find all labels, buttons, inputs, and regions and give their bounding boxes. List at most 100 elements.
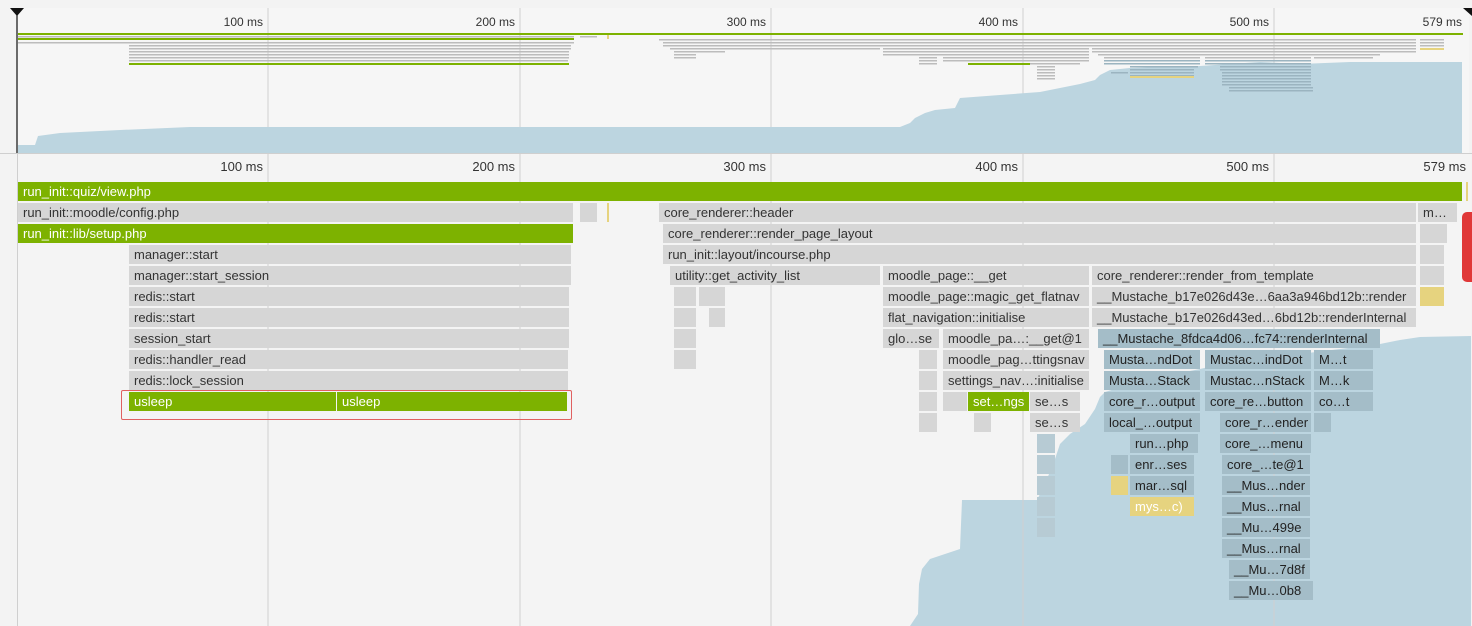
overview-track bbox=[1130, 75, 1194, 77]
stack-frame[interactable] bbox=[1111, 455, 1128, 474]
stack-frame[interactable] bbox=[1037, 497, 1055, 516]
flame-tick-label: 200 ms bbox=[472, 159, 515, 174]
stack-frame[interactable]: usleep bbox=[129, 392, 336, 411]
overview-track bbox=[968, 63, 1030, 65]
stack-frame[interactable] bbox=[1037, 434, 1055, 453]
stack-frame[interactable]: __Mu…0b8 bbox=[1229, 581, 1313, 600]
overview-activity-graph[interactable] bbox=[0, 0, 1472, 154]
overview-track bbox=[919, 57, 937, 59]
stack-frame[interactable] bbox=[1314, 413, 1331, 432]
stack-frame[interactable] bbox=[1420, 287, 1444, 306]
stack-frame[interactable]: __Mus…rnal bbox=[1222, 539, 1310, 558]
stack-frame[interactable]: m… bbox=[1418, 203, 1457, 222]
stack-frame[interactable] bbox=[1037, 455, 1055, 474]
stack-frame[interactable]: core_renderer::render_page_layout bbox=[663, 224, 1416, 243]
stack-frame[interactable] bbox=[674, 287, 696, 306]
stack-frame[interactable]: settings_nav…:initialise bbox=[943, 371, 1089, 390]
stack-frame[interactable]: run…php bbox=[1130, 434, 1198, 453]
stack-frame[interactable]: core_r…output bbox=[1104, 392, 1200, 411]
overview-track bbox=[674, 51, 725, 53]
stack-frame[interactable]: __Mus…nder bbox=[1222, 476, 1310, 495]
stack-frame[interactable]: utility::get_activity_list bbox=[670, 266, 880, 285]
stack-frame[interactable]: co…t bbox=[1314, 392, 1373, 411]
stack-frame[interactable]: usleep bbox=[337, 392, 567, 411]
vertical-scrollbar-thumb[interactable] bbox=[1462, 212, 1472, 282]
stack-frame[interactable]: M…k bbox=[1314, 371, 1373, 390]
stack-frame[interactable] bbox=[674, 329, 696, 348]
stack-frame[interactable]: core_re…button bbox=[1205, 392, 1311, 411]
overview-track bbox=[129, 48, 571, 50]
stack-frame[interactable]: moodle_pag…ttingsnav bbox=[943, 350, 1089, 369]
stack-frame[interactable]: se…s bbox=[1030, 392, 1080, 411]
timeline-overview[interactable]: 100 ms 200 ms 300 ms 400 ms 500 ms 579 ms bbox=[0, 0, 1472, 154]
flame-tick-label: 579 ms bbox=[1423, 159, 1466, 174]
stack-frame[interactable]: mar…sql bbox=[1130, 476, 1194, 495]
stack-frame[interactable]: glo…se bbox=[883, 329, 939, 348]
stack-frame[interactable] bbox=[674, 308, 696, 327]
stack-frame[interactable]: core_…menu bbox=[1220, 434, 1311, 453]
stack-frame[interactable]: run_init::quiz/view.php bbox=[18, 182, 1462, 201]
stack-frame[interactable]: __Mu…7d8f bbox=[1229, 560, 1310, 579]
stack-frame[interactable] bbox=[919, 392, 937, 411]
stack-frame[interactable]: moodle_page::magic_get_flatnav bbox=[883, 287, 1089, 306]
stack-frame[interactable]: __Mustache_8fdca4d06…fc74::renderInterna… bbox=[1098, 329, 1380, 348]
stack-frame[interactable]: __Mus…rnal bbox=[1222, 497, 1310, 516]
stack-frame[interactable]: M…t bbox=[1314, 350, 1373, 369]
stack-frame[interactable]: se…s bbox=[1030, 413, 1080, 432]
stack-frame[interactable]: redis::start bbox=[129, 287, 569, 306]
stack-frame[interactable]: moodle_page::__get bbox=[883, 266, 1089, 285]
flame-chart[interactable]: 100 ms 200 ms 300 ms 400 ms 500 ms 579 ms run… bbox=[0, 154, 1472, 626]
overview-track bbox=[1130, 69, 1194, 71]
overview-track bbox=[1130, 76, 1194, 78]
stack-frame[interactable]: set…ngs bbox=[968, 392, 1029, 411]
stack-frame[interactable]: session_start bbox=[129, 329, 569, 348]
stack-frame[interactable]: __Mustache_b17e026d43e…6aa3a946bd12b::re… bbox=[1092, 287, 1416, 306]
stack-frame[interactable] bbox=[1037, 476, 1055, 495]
stack-frame[interactable]: Mustac…indDot bbox=[1205, 350, 1311, 369]
overview-track bbox=[674, 54, 696, 56]
stack-frame[interactable]: core_r…ender bbox=[1220, 413, 1311, 432]
stack-frame[interactable]: redis::start bbox=[129, 308, 569, 327]
stack-frame[interactable] bbox=[1420, 224, 1447, 243]
stack-frame[interactable]: local_…output bbox=[1104, 413, 1200, 432]
stack-frame[interactable] bbox=[580, 203, 597, 222]
stack-frame[interactable]: run_init::lib/setup.php bbox=[18, 224, 573, 243]
stack-frame[interactable]: run_init::layout/incourse.php bbox=[663, 245, 1416, 264]
stack-frame[interactable] bbox=[1420, 266, 1444, 285]
range-end-handle[interactable] bbox=[1463, 8, 1472, 16]
stack-frame[interactable]: Musta…ndDot bbox=[1104, 350, 1200, 369]
stack-frame[interactable] bbox=[699, 287, 725, 306]
stack-frame[interactable] bbox=[709, 308, 725, 327]
stack-frame[interactable] bbox=[1111, 476, 1128, 495]
stack-frame[interactable]: manager::start_session bbox=[129, 266, 571, 285]
stack-frame[interactable] bbox=[674, 350, 696, 369]
stack-frame[interactable]: __Mu…499e bbox=[1222, 518, 1310, 537]
stack-frame[interactable] bbox=[1037, 518, 1055, 537]
stack-frame[interactable]: redis::lock_session bbox=[129, 371, 568, 390]
stack-frame[interactable] bbox=[1420, 245, 1444, 264]
stack-frame[interactable]: run_init::moodle/config.php bbox=[18, 203, 573, 222]
stack-frame[interactable]: moodle_pa…:__get@1 bbox=[943, 329, 1089, 348]
stack-frame[interactable] bbox=[919, 371, 937, 390]
stack-frame[interactable] bbox=[919, 350, 937, 369]
stack-frame[interactable]: flat_navigation::initialise bbox=[883, 308, 1089, 327]
overview-track bbox=[1104, 57, 1200, 59]
stack-frame[interactable]: enr…ses bbox=[1130, 455, 1194, 474]
range-start-handle[interactable] bbox=[10, 8, 24, 16]
stack-frame[interactable]: Mustac…nStack bbox=[1205, 371, 1311, 390]
stack-frame[interactable] bbox=[943, 392, 967, 411]
stack-frame[interactable]: manager::start bbox=[129, 245, 571, 264]
overview-track bbox=[1314, 57, 1373, 59]
stack-frame[interactable]: mys…c) bbox=[1130, 497, 1194, 516]
stack-frame[interactable] bbox=[974, 413, 991, 432]
overview-track bbox=[883, 54, 1089, 56]
stack-frame[interactable] bbox=[919, 413, 937, 432]
stack-frame[interactable]: core_renderer::header bbox=[659, 203, 1416, 222]
stack-frame[interactable]: Musta…Stack bbox=[1104, 371, 1200, 390]
overview-tick-label: 300 ms bbox=[726, 15, 766, 29]
stack-frame[interactable]: core_renderer::render_from_template bbox=[1092, 266, 1416, 285]
stack-frame[interactable]: redis::handler_read bbox=[129, 350, 568, 369]
overview-track bbox=[1205, 57, 1311, 59]
stack-frame[interactable]: core_…te@1 bbox=[1222, 455, 1310, 474]
stack-frame[interactable]: __Mustache_b17e026d43ed…6bd12b::renderIn… bbox=[1092, 308, 1416, 327]
